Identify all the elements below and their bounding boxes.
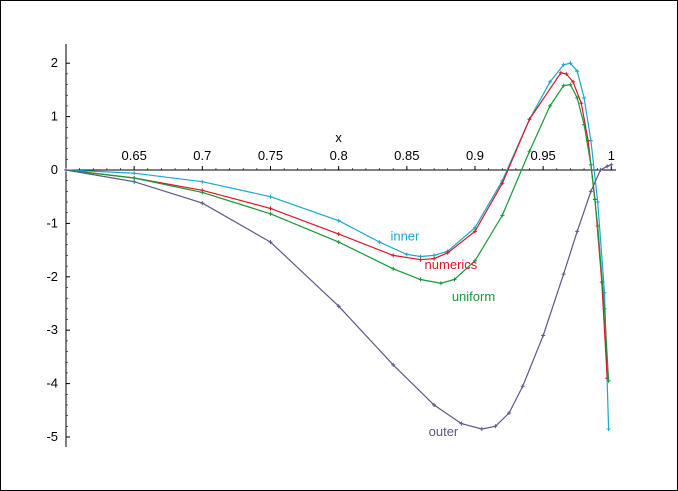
x-axis-label: x [335,130,342,145]
x-tick-label: 0.95 [530,148,555,163]
series-line-outer [65,164,612,430]
data-point-numerics [473,229,477,234]
x-tick-label: 0.65 [122,148,147,163]
y-tick-label: -2 [46,269,58,284]
data-point-outer [609,162,614,167]
x-tick-label: 0.75 [258,148,283,163]
data-point-uniform [473,258,477,263]
y-tick-label: -4 [46,376,58,391]
data-point-inner [548,79,552,84]
data-point-uniform [606,378,611,383]
data-point-numerics [571,79,576,84]
axes: 0.65 0.7 0.75 0.8 0.85 0.9 0.95 1 x -5 -4 -3 -2 -1 0 1 2 [46,44,616,447]
y-tick-label: 2 [51,55,58,70]
data-point-numerics [564,71,569,76]
data-point-numerics [418,257,423,262]
data-point-inner [473,225,477,230]
labels-layer: inner numerics uniform outer [390,228,495,438]
data-point-uniform [132,176,137,180]
data-point-outer [561,272,566,277]
data-point-inner [582,95,587,100]
data-point-uniform [582,122,587,127]
data-point-numerics [527,117,532,122]
data-point-uniform [500,213,505,218]
data-point-inner [200,179,205,184]
series-label-numerics: numerics [425,257,478,272]
data-point-outer [605,164,610,169]
x-tick-label: 0.9 [466,148,484,163]
data-point-outer [336,304,341,309]
data-point-outer [493,424,498,429]
data-point-uniform [527,149,532,154]
y-tick-label: -1 [46,215,58,230]
data-point-outer [200,201,205,206]
data-point-outer [520,384,525,389]
y-tick-label: 0 [51,162,58,177]
data-point-uniform [418,277,423,282]
series-line-inner [65,62,610,430]
data-point-numerics [391,253,396,258]
y-tick-label: -3 [46,322,58,337]
data-point-inner [561,62,566,67]
data-point-numerics [336,232,341,237]
data-point-outer [268,240,273,245]
data-point-uniform [200,190,205,195]
data-point-uniform [561,83,566,88]
data-point-uniform [568,82,573,87]
data-point-uniform [575,95,580,100]
data-point-uniform [602,306,607,311]
y-tick-label: -5 [46,429,58,444]
data-point-outer [588,189,593,194]
data-point-uniform [391,266,396,271]
data-point-numerics [268,206,273,211]
series-line-numerics [65,72,608,379]
data-point-outer [507,411,512,415]
data-point-uniform [336,240,341,245]
data-point-inner [575,69,580,74]
series-label-uniform: uniform [452,289,495,304]
data-point-outer [598,168,603,172]
y-tick-label: 1 [51,109,58,124]
data-point-numerics [558,70,563,75]
data-point-outer [432,403,437,407]
data-point-inner [606,427,611,431]
data-point-inner [568,61,573,66]
data-point-outer [64,168,68,172]
data-point-inner [377,240,382,245]
data-point-outer [541,333,546,338]
data-point-uniform [588,162,593,167]
x-tick-label: 1 [608,148,615,163]
data-point-uniform [548,103,552,108]
series-label-inner: inner [390,228,420,243]
series-label-outer: outer [429,424,459,439]
data-point-outer [391,362,396,367]
data-point-outer [575,229,580,234]
x-tick-label: 0.8 [330,148,348,163]
data-point-outer [479,427,484,431]
series-layer [64,61,614,431]
data-point-uniform [452,277,457,282]
data-point-inner [595,200,600,204]
data-point-outer [132,179,137,184]
data-point-numerics [432,256,437,261]
data-point-uniform [595,224,600,229]
x-tick-label: 0.7 [193,148,211,163]
data-point-inner [268,194,273,199]
data-point-numerics [579,101,584,106]
data-point-inner [404,252,409,257]
data-point-outer [459,421,464,426]
data-point-uniform [438,281,443,286]
x-tick-label: 0.85 [394,148,419,163]
data-point-numerics [500,181,505,186]
data-point-inner [336,218,341,223]
data-point-uniform [268,211,273,216]
data-point-numerics [445,250,450,255]
data-point-inner [132,171,137,176]
